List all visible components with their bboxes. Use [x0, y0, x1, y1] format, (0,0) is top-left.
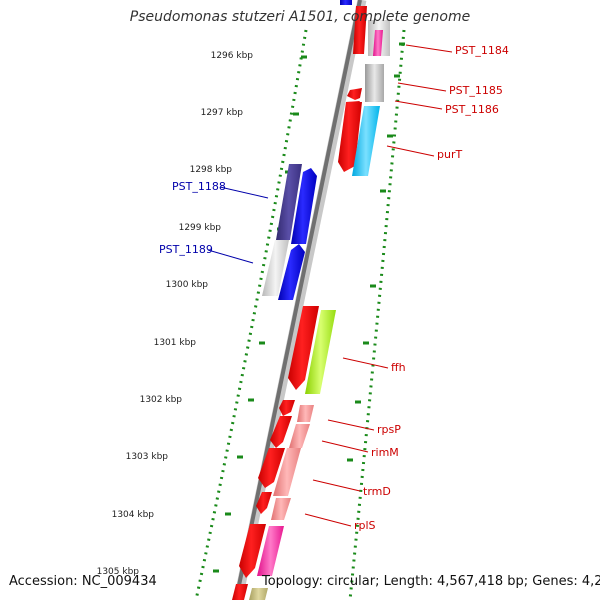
backbone-line	[234, 0, 362, 600]
gene-ffh	[305, 310, 336, 394]
gene-olive-bottom	[249, 588, 268, 600]
gene-red-top	[353, 6, 367, 54]
gene-red-rimM	[270, 416, 292, 448]
gene-PST_1184	[373, 30, 383, 56]
gene-rplS	[271, 498, 291, 520]
gene-red-ffh-left	[288, 306, 319, 390]
label-PST_1185: PST_1185	[449, 84, 503, 97]
label-rplS: rplS	[354, 519, 376, 532]
accession-label: Accession: NC_009434	[9, 574, 157, 589]
scale-label: 1301 kbp	[154, 338, 197, 348]
gene-PST_1189	[262, 240, 289, 296]
gene-PST_1188	[276, 164, 302, 240]
label-PST_1184: PST_1184	[455, 44, 509, 57]
gene-PST_1185	[347, 88, 362, 100]
label-rpsP: rpsP	[377, 423, 401, 436]
scale-label: 1305 kbp	[97, 567, 140, 577]
scale-label: 1298 kbp	[190, 165, 233, 175]
scale-label: 1299 kbp	[179, 223, 222, 233]
gene-red-bottom-1	[239, 524, 266, 578]
label-PST_1188: PST_1188	[172, 180, 226, 193]
label-PST_1186: PST_1186	[445, 103, 499, 116]
label-rimM: rimM	[371, 446, 399, 459]
gene-gray-mid	[365, 64, 384, 102]
gene-red-trmD-left	[258, 448, 285, 488]
gene-top-blue	[340, 0, 352, 5]
gene-red-rpsP	[279, 400, 295, 416]
genome-title: Pseudomonas stutzeri A1501, complete gen…	[129, 9, 471, 25]
gene-red-rplS-left	[256, 492, 272, 514]
gene-rpsP	[297, 405, 314, 422]
gene-purT	[352, 106, 380, 176]
scale-label: 1296 kbp	[211, 51, 254, 61]
label-purT: purT	[437, 148, 462, 161]
label-connectors	[207, 44, 453, 527]
scale-label: 1303 kbp	[126, 452, 169, 462]
scale-label: 1297 kbp	[201, 108, 244, 118]
scale-label: 1302 kbp	[140, 395, 183, 405]
label-PST_1189: PST_1189	[159, 243, 213, 256]
gene-magenta-bottom	[257, 526, 284, 576]
gene-blue-lower	[278, 244, 305, 300]
topology-label: Topology: circular; Length: 4,567,418 bp…	[262, 574, 600, 589]
tick-track-inner	[194, 29, 308, 600]
scale-label: 1304 kbp	[112, 510, 155, 520]
gene-rimM	[289, 424, 310, 448]
gene-trmD	[273, 448, 301, 496]
gene-blue-upper	[291, 168, 317, 244]
scale-label: 1300 kbp	[166, 280, 209, 290]
label-trmD: trmD	[363, 485, 391, 498]
gene-red-bottom-2	[232, 584, 248, 600]
label-ffh: ffh	[391, 361, 406, 374]
